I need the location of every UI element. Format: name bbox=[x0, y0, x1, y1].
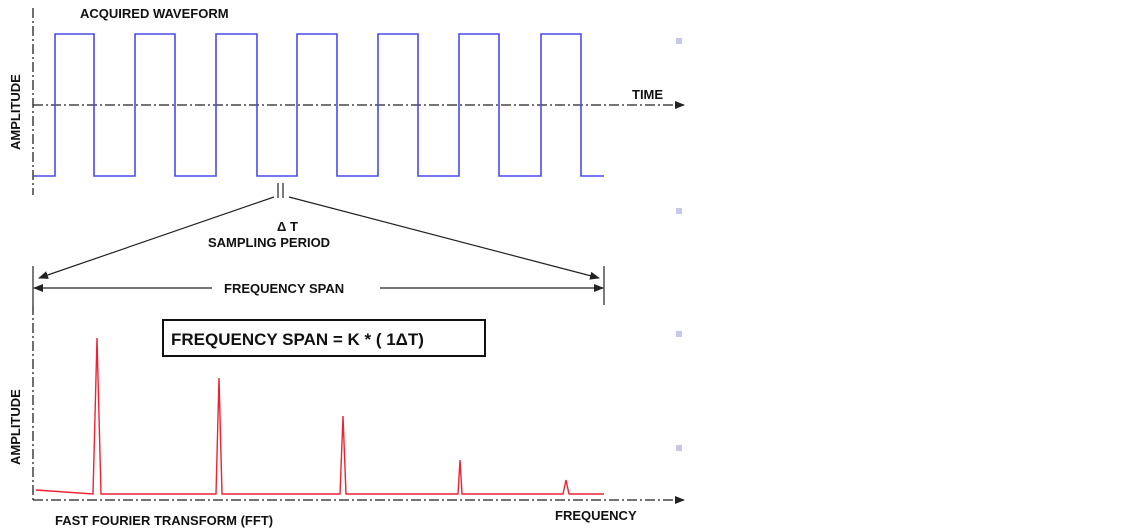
arrow-to-span-right bbox=[288, 196, 600, 280]
fft-spectrum bbox=[35, 337, 604, 495]
delta-t-label: Δ T bbox=[277, 219, 298, 234]
arrow-to-span-left bbox=[38, 196, 275, 279]
formula-box bbox=[162, 319, 486, 357]
marker-square-2 bbox=[676, 208, 682, 214]
marker-square-4 bbox=[676, 445, 682, 451]
marker-square-3 bbox=[676, 331, 682, 337]
sampling-period-label: SAMPLING PERIOD bbox=[208, 235, 330, 250]
square-waveform bbox=[33, 33, 604, 177]
waveform-title: ACQUIRED WAVEFORM bbox=[80, 6, 229, 21]
frequency-span-label: FREQUENCY SPAN bbox=[224, 281, 344, 296]
fft-title: FAST FOURIER TRANSFORM (FFT) bbox=[55, 513, 273, 528]
bottom-amplitude-label: AMPLITUDE bbox=[8, 389, 23, 465]
frequency-axis-label: FREQUENCY bbox=[555, 508, 637, 523]
formula-text: FREQUENCY SPAN = K * ( 1ΔT) bbox=[171, 330, 424, 349]
top-amplitude-label: AMPLITUDE bbox=[8, 74, 23, 150]
marker-square-1 bbox=[676, 38, 682, 44]
time-axis-label: TIME bbox=[632, 87, 663, 102]
